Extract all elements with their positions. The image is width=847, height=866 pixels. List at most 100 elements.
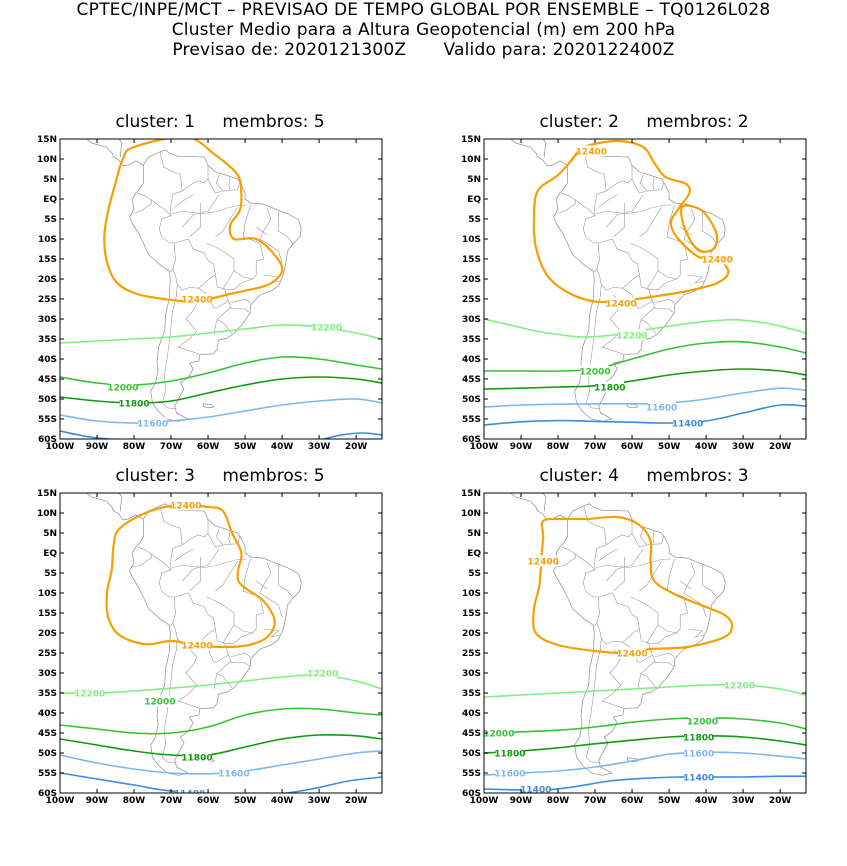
contour-label-halo [171,499,200,511]
lon-label: 60W [197,796,220,806]
lon-label: 30W [732,442,755,452]
lon-label: 20W [769,442,792,452]
border-line [207,178,240,194]
caribbean-island [155,119,177,127]
map-panel-cluster-4: cluster: 4 membros: 3 12400 12400 12200 120… [424,466,844,866]
lat-label: 60S [38,435,57,445]
contour-12200 [60,674,382,694]
border-line [278,565,294,598]
border-line [646,270,677,290]
valid-date: Valido para: 2020122400Z [443,40,675,60]
border-line [259,208,283,264]
caribbean-island [605,125,611,127]
plot-frame [59,138,383,440]
lat-label: 35S [462,335,481,345]
contour-label-halo [684,731,713,743]
title-line-1: CPTEC/INPE/MCT – PREVISAO DE TEMPO GLOBA… [76,0,771,20]
contour-label-halo [595,381,624,393]
border-line [605,165,633,192]
lon-label: 80W [123,796,146,806]
membros-number: 3 [737,466,749,486]
lat-label: 5N [43,175,57,185]
border-line [687,274,705,284]
border-line [172,238,216,291]
border-line [158,215,176,273]
border-line [582,569,600,627]
title-line-3: Previsao de: 2020121300Z Valido para: 20… [0,40,847,60]
contour-label: 12000 [483,729,514,739]
lon-label: 40W [271,796,294,806]
contour-label: 11800 [594,383,625,393]
lat-label: 10N [461,155,481,165]
contour-label: 11400 [520,785,551,795]
contour-label: 11400 [672,419,703,429]
border-line [174,194,194,208]
border-line [654,661,674,667]
contour-12000 [60,356,382,386]
lon-label: 80W [547,796,570,806]
lon-label: 60W [621,442,644,452]
river [170,558,247,569]
lat-label: 30S [38,315,57,325]
cluster-number: 3 [184,466,195,486]
lat-label: 5S [44,569,57,579]
lat-label: 55S [38,769,57,779]
map-panel-cluster-2: cluster: 2 membros: 2 12400 12400 12400 122… [424,112,844,512]
lon-label: 20W [769,796,792,806]
contour-label-halo [495,767,524,779]
contour-11600 [484,751,806,776]
border-line [181,165,209,192]
lat-label: 5S [468,215,481,225]
lat-label: 15N [37,489,57,499]
caribbean-island [155,473,177,481]
border-line [631,178,664,194]
lon-label: 20W [345,796,368,806]
lat-label: 25S [462,649,481,659]
lat-label: 20S [38,275,57,285]
contour-label: 12400 [576,147,607,157]
central-america-coast [118,493,123,512]
contour-label-halo [618,329,647,341]
border-line [256,226,268,236]
contour-label: 12400 [181,641,212,651]
lat-label: 15S [462,609,481,619]
caribbean-island [116,106,156,120]
panel-title: cluster: 1 membros: 5 [30,112,410,132]
contour-label-halo [145,695,174,707]
lon-label: 50W [658,796,681,806]
border-line [630,204,688,280]
contour-label-halo [108,381,137,393]
lat-label: 50S [38,749,57,759]
border-line [687,628,705,638]
border-line [172,592,216,645]
contour-label-halo [495,747,524,759]
lon-label: 100W [46,442,75,452]
lon-label: 40W [695,796,718,806]
caribbean-island [564,479,572,482]
border-line [596,238,640,291]
contour-12400 [103,139,284,303]
lat-label: 10N [461,509,481,519]
contour-label: 12400 [616,649,647,659]
central-america-coast [118,139,123,158]
border-line [583,151,607,217]
lat-label: 25S [38,649,57,659]
map-plot: 12400 12200 12000 11800 11600 15N 10N 5N EQ 5S 10S… [37,119,383,452]
cluster-label: cluster: [115,466,179,486]
border-line [222,270,253,290]
contour-12000 [484,340,806,372]
lat-label: 25S [38,295,57,305]
border-line [177,648,200,709]
country-borders [133,505,294,764]
south-america-coast [553,503,726,776]
contour-label: 12400 [605,299,636,309]
border-line [259,562,283,618]
border-line [150,553,172,571]
title-line-2: Cluster Medio para a Altura Geopotencial… [171,20,676,40]
lat-label: 5S [44,215,57,225]
central-america-coast [510,139,568,167]
border-line [574,553,596,571]
lat-label: 60S [462,435,481,445]
lat-label: 50S [462,395,481,405]
membros-number: 5 [313,466,325,486]
